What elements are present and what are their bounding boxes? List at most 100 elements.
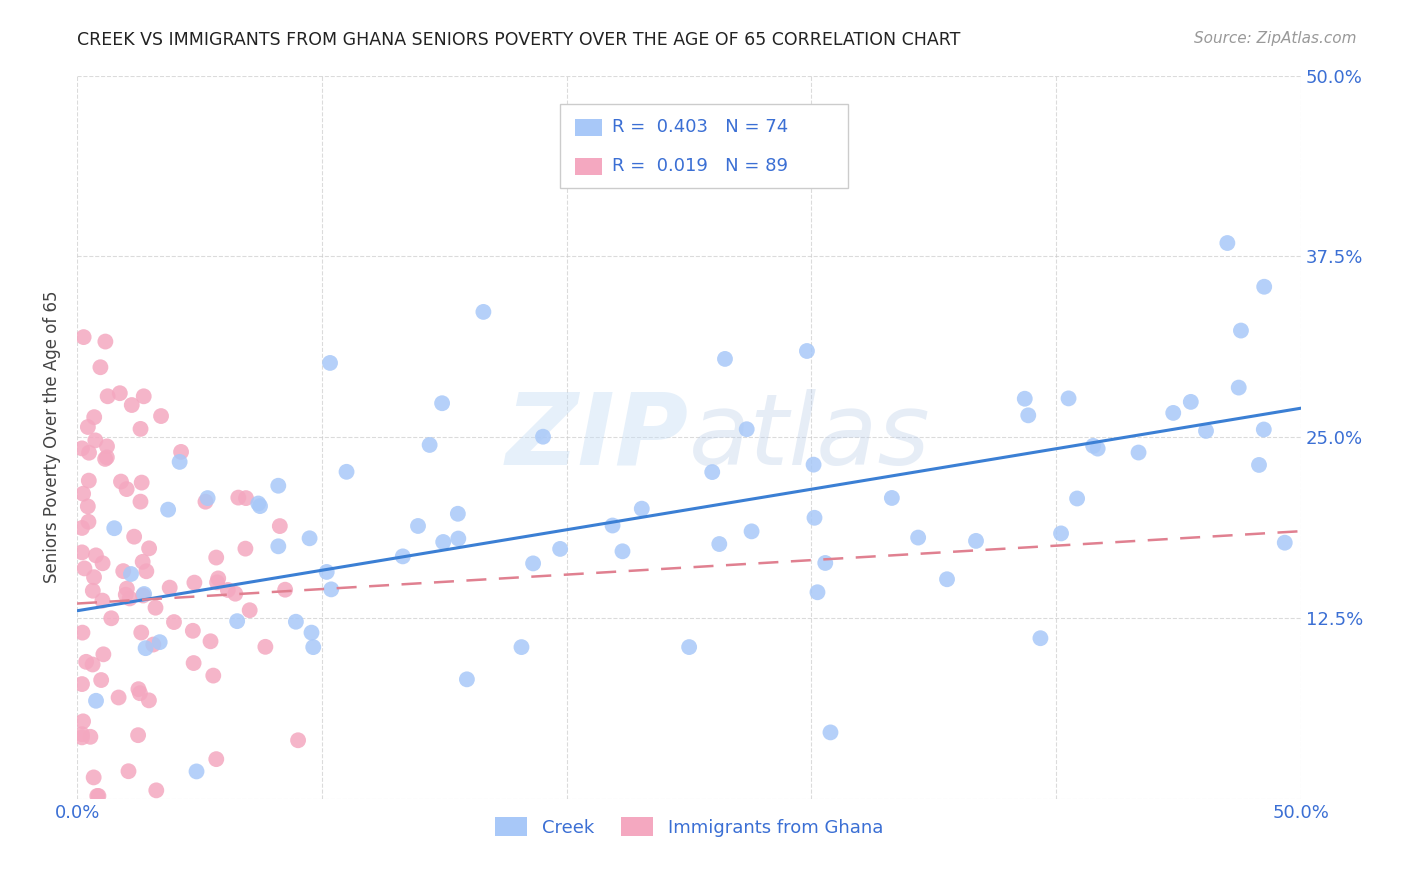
- Point: [93, 648, 115, 662]
- Point: [70, 677, 93, 691]
- Point: [77, 420, 100, 434]
- Point: [447, 507, 470, 521]
- Point: [70, 521, 93, 535]
- Point: [96, 439, 118, 453]
- Point: [678, 640, 700, 654]
- Point: [194, 494, 217, 508]
- Point: [122, 530, 145, 544]
- Point: [321, 582, 343, 597]
- Point: [1014, 392, 1036, 406]
- Point: [70, 731, 93, 745]
- Point: [129, 625, 152, 640]
- Point: [72, 487, 94, 501]
- Point: [72, 625, 94, 640]
- Point: [217, 582, 239, 597]
- Point: [149, 635, 172, 649]
- Point: [112, 564, 135, 578]
- Point: [806, 585, 828, 599]
- Point: [117, 764, 139, 779]
- Point: [1195, 424, 1218, 438]
- Point: [965, 533, 987, 548]
- Point: [202, 668, 225, 682]
- Point: [91, 593, 114, 607]
- Point: [186, 764, 208, 779]
- Point: [287, 733, 309, 747]
- Point: [796, 343, 818, 358]
- Point: [72, 714, 94, 729]
- Point: [150, 409, 173, 423]
- Point: [714, 351, 737, 366]
- Point: [205, 752, 228, 766]
- Point: [803, 510, 825, 524]
- Point: [79, 730, 101, 744]
- Point: [430, 396, 453, 410]
- Point: [1050, 526, 1073, 541]
- Point: [239, 603, 262, 617]
- Point: [132, 389, 155, 403]
- Point: [77, 446, 100, 460]
- Text: R =  0.019   N = 89: R = 0.019 N = 89: [612, 157, 787, 176]
- Point: [83, 570, 105, 584]
- Point: [709, 537, 731, 551]
- Point: [135, 564, 157, 578]
- Point: [169, 455, 191, 469]
- Point: [1247, 458, 1270, 472]
- Point: [132, 587, 155, 601]
- Point: [548, 541, 571, 556]
- Point: [129, 422, 152, 436]
- Point: [207, 571, 229, 585]
- Point: [107, 690, 129, 705]
- Point: [84, 549, 107, 563]
- Point: [301, 625, 323, 640]
- Point: [132, 589, 155, 603]
- Point: [87, 789, 110, 803]
- Point: [127, 682, 149, 697]
- Point: [820, 725, 842, 739]
- Point: [302, 640, 325, 654]
- Text: ZIP: ZIP: [506, 389, 689, 485]
- Point: [319, 356, 342, 370]
- Point: [181, 624, 204, 638]
- Point: [1083, 439, 1105, 453]
- Point: [315, 565, 337, 579]
- Text: Source: ZipAtlas.com: Source: ZipAtlas.com: [1194, 31, 1357, 46]
- Point: [103, 521, 125, 535]
- Point: [254, 640, 277, 654]
- Point: [96, 450, 118, 465]
- Point: [82, 657, 104, 672]
- Point: [183, 656, 205, 670]
- Point: [76, 500, 98, 514]
- Point: [159, 581, 181, 595]
- Point: [1017, 409, 1039, 423]
- Point: [335, 465, 357, 479]
- Point: [907, 531, 929, 545]
- Point: [84, 434, 107, 448]
- FancyBboxPatch shape: [575, 158, 602, 175]
- Point: [200, 634, 222, 648]
- Point: [91, 556, 114, 570]
- Point: [226, 614, 249, 628]
- Point: [814, 556, 837, 570]
- Point: [163, 615, 186, 629]
- Point: [1227, 381, 1250, 395]
- Point: [94, 334, 117, 349]
- Point: [447, 532, 470, 546]
- Point: [84, 694, 107, 708]
- Point: [274, 582, 297, 597]
- Point: [72, 330, 94, 344]
- Point: [406, 519, 429, 533]
- Point: [803, 458, 825, 472]
- Point: [228, 491, 250, 505]
- FancyBboxPatch shape: [575, 119, 602, 136]
- Point: [118, 591, 141, 606]
- Point: [70, 727, 93, 741]
- Point: [391, 549, 413, 564]
- Point: [612, 544, 634, 558]
- Point: [269, 519, 291, 533]
- Point: [235, 541, 257, 556]
- Point: [70, 442, 93, 456]
- Point: [602, 518, 624, 533]
- Text: R =  0.403   N = 74: R = 0.403 N = 74: [612, 119, 787, 136]
- Point: [1230, 324, 1253, 338]
- Point: [157, 502, 180, 516]
